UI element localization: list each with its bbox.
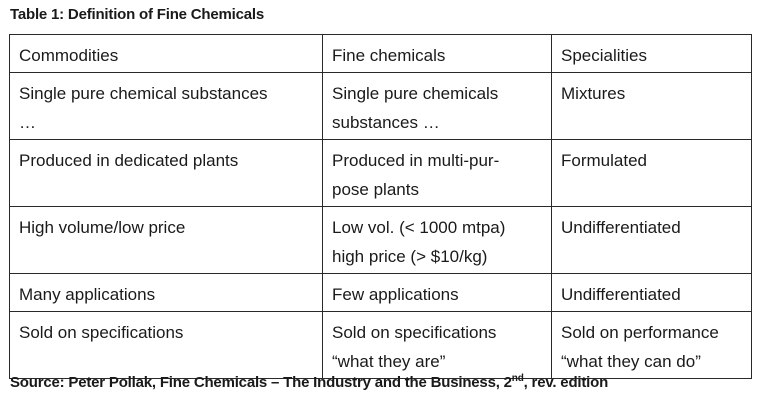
cell-line: Sold on specifications	[19, 323, 184, 342]
cell-line: Produced in dedicated plants	[19, 151, 239, 170]
cell-line: “what they are”	[332, 352, 446, 371]
table-caption: Table 1: Definition of Fine Chemicals	[10, 6, 265, 23]
header-label: Commodities	[19, 46, 119, 65]
cell-line: Low vol. (< 1000 mtpa)	[332, 218, 506, 237]
header-cell-specialities: Specialities	[551, 34, 752, 73]
source-text-end: , rev. edition	[523, 374, 609, 391]
table-cell: High volume/low price	[9, 206, 323, 274]
table-header-row: Commodities Fine chemicals Specialities	[9, 34, 752, 73]
header-label: Fine chemicals	[332, 46, 446, 65]
cell-line: Mixtures	[561, 84, 626, 103]
cell-line: Produced in multi-pur-	[332, 151, 500, 170]
table-cell: Sold on specifications “what they are”	[322, 311, 552, 379]
table-cell: Single pure chemicals substances …	[322, 72, 552, 140]
cell-line: Formulated	[561, 151, 647, 170]
source-text: Source: Peter Pollak, Fine Chemicals – T…	[10, 374, 512, 391]
fine-chemicals-table: Commodities Fine chemicals Specialities …	[9, 34, 752, 379]
table-cell: Many applications	[9, 273, 323, 312]
cell-line: Many applications	[19, 285, 156, 304]
table-cell: Mixtures	[551, 72, 752, 140]
cell-line: substances …	[332, 113, 440, 132]
cell-line: Sold on performance	[561, 323, 719, 342]
cell-line: pose plants	[332, 180, 419, 199]
cell-line: “what they can do”	[561, 352, 701, 371]
header-label: Specialities	[561, 46, 647, 65]
source-note: Source: Peter Pollak, Fine Chemicals – T…	[10, 373, 609, 392]
table-cell: Sold on performance “what they can do”	[551, 311, 752, 379]
source-superscript: nd	[511, 373, 524, 384]
table-cell: Low vol. (< 1000 mtpa) high price (> $10…	[322, 206, 552, 274]
cell-line: Undifferentiated	[561, 285, 681, 304]
table-cell: Produced in multi-pur- pose plants	[322, 139, 552, 207]
table-row: Many applications Few applications Undif…	[9, 273, 752, 312]
table-row: Produced in dedicated plants Produced in…	[9, 139, 752, 207]
table-cell: Undifferentiated	[551, 273, 752, 312]
table-row: Single pure chemical substances … Single…	[9, 72, 752, 140]
cell-line: Undifferentiated	[561, 218, 681, 237]
table-row: High volume/low price Low vol. (< 1000 m…	[9, 206, 752, 274]
cell-line: Few applications	[332, 285, 459, 304]
cell-line: high price (> $10/kg)	[332, 247, 488, 266]
header-cell-commodities: Commodities	[9, 34, 323, 73]
table-cell: Sold on specifications	[9, 311, 323, 379]
table-cell: Undifferentiated	[551, 206, 752, 274]
cell-line: Single pure chemicals	[332, 84, 499, 103]
table-cell: Produced in dedicated plants	[9, 139, 323, 207]
header-cell-fine-chemicals: Fine chemicals	[322, 34, 552, 73]
cell-line: Sold on specifications	[332, 323, 497, 342]
table-cell: Formulated	[551, 139, 752, 207]
table-cell: Single pure chemical substances …	[9, 72, 323, 140]
table-row: Sold on specifications Sold on specifica…	[9, 311, 752, 379]
cell-line: …	[19, 113, 36, 132]
cell-line: Single pure chemical substances	[19, 84, 268, 103]
cell-line: High volume/low price	[19, 218, 186, 237]
table-cell: Few applications	[322, 273, 552, 312]
